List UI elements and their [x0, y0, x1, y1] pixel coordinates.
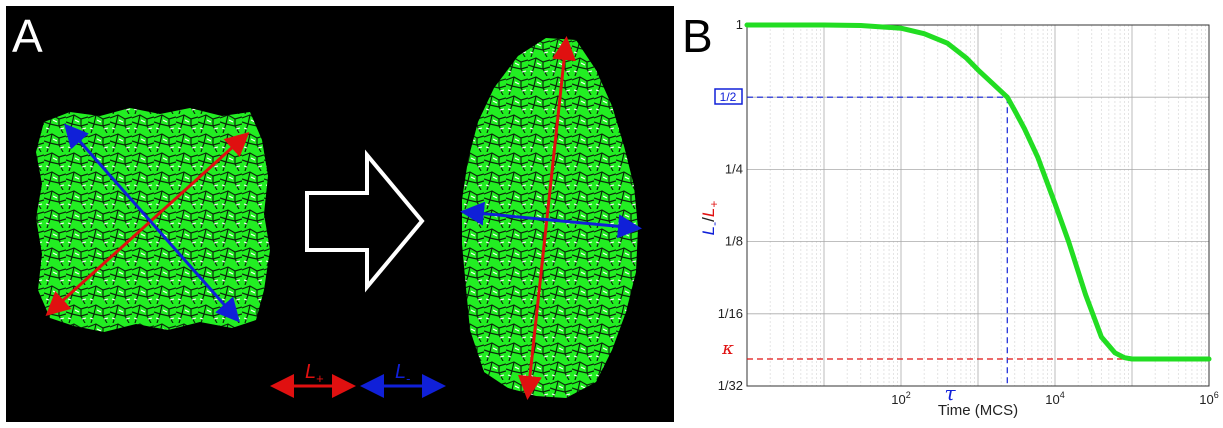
- kappa-label: κ: [721, 338, 734, 359]
- panel-a: A L+ L-: [6, 6, 674, 422]
- series-point: [989, 80, 994, 85]
- svg-text:1/2: 1/2: [720, 90, 737, 104]
- series-point: [1066, 239, 1071, 244]
- series-point: [1005, 95, 1010, 100]
- initial-minor-axis: [64, 123, 240, 323]
- series-point: [1152, 356, 1158, 362]
- series-point: [1022, 126, 1027, 131]
- series-layer: [744, 22, 1212, 362]
- series-point: [1052, 201, 1058, 206]
- series-point: [744, 22, 750, 28]
- half-box: 1/2: [714, 88, 743, 105]
- series-point: [975, 67, 981, 73]
- series-point: [1012, 108, 1017, 113]
- y-tick-label: 1/32: [718, 378, 743, 393]
- series-point: [1206, 356, 1212, 362]
- series-point: [1122, 355, 1127, 360]
- series-point: [1112, 350, 1118, 355]
- series-point: [1035, 155, 1041, 160]
- y-tick-label: 1: [736, 17, 743, 32]
- series-point: [1099, 334, 1104, 340]
- y-tick-labels: 1 1/4 1/8 1/16 1/32: [718, 17, 743, 393]
- series-point: [945, 40, 950, 46]
- plot-frame: [746, 24, 1210, 387]
- series-point: [1183, 356, 1189, 362]
- series-point: [858, 23, 863, 28]
- series-point: [921, 31, 927, 36]
- transition-arrow-icon: [305, 149, 425, 293]
- series-point: [1083, 292, 1088, 298]
- series-point: [963, 55, 969, 60]
- legend-minor-label: L-: [395, 361, 410, 386]
- series-point: [898, 25, 904, 31]
- series-point: [821, 22, 827, 28]
- x-tick-labels: 102 104 106: [891, 390, 1218, 407]
- series-point: [1129, 356, 1135, 362]
- y-axis-title: L-/L+: [699, 201, 721, 236]
- x-tick-label: 102: [891, 390, 910, 407]
- y-tick-label: 1/8: [725, 234, 743, 249]
- panel-b: B 1 1/4 1/8 1/16 1/32 102 104 106 Time (MCS) L…: [682, 10, 1219, 419]
- panel-a-letter: A: [12, 10, 43, 62]
- elongated-minor-axis: [460, 201, 642, 239]
- x-axis-title: Time (MCS): [938, 402, 1018, 419]
- panel-b-letter: B: [682, 10, 713, 62]
- y-tick-label: 1/4: [725, 161, 743, 176]
- grid-layer: [747, 25, 1209, 386]
- y-tick-label: 1/16: [718, 306, 743, 321]
- tau-label: τ: [944, 381, 956, 405]
- legend-major-label: L+: [305, 361, 324, 386]
- x-tick-label: 104: [1045, 390, 1064, 407]
- x-tick-label: 106: [1199, 390, 1218, 407]
